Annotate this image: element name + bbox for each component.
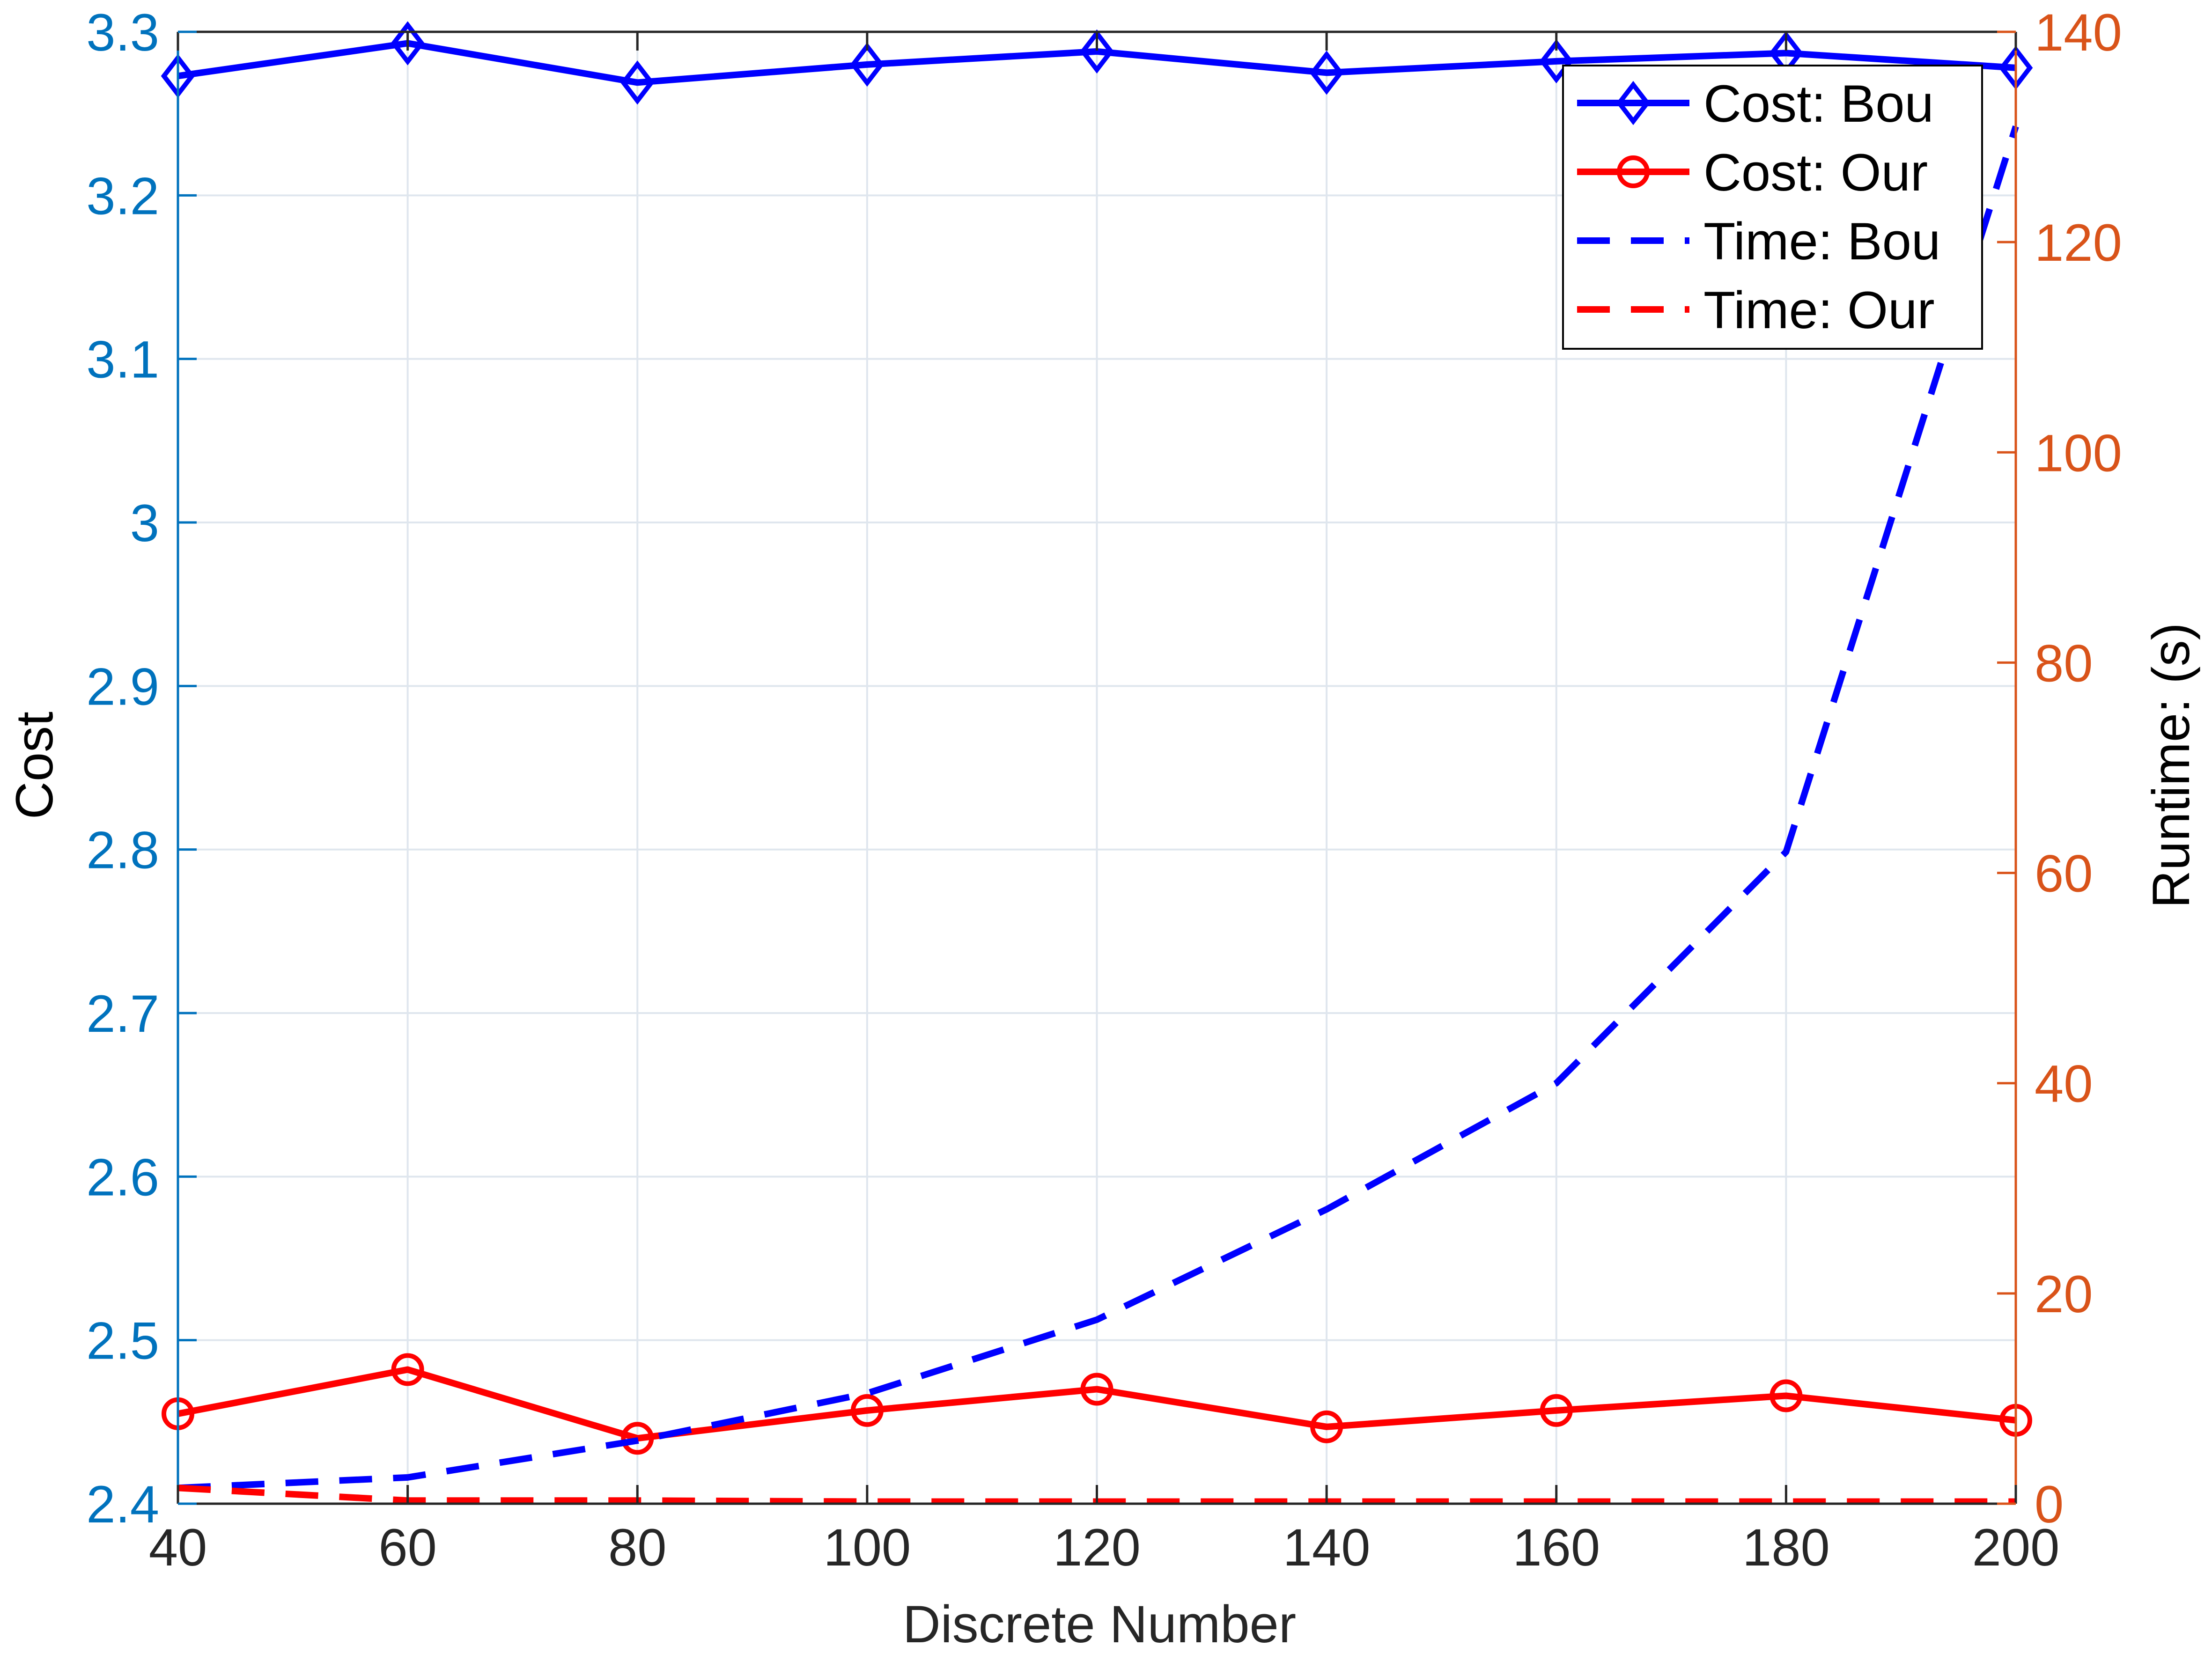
- y-left-tick-label: 3: [130, 494, 159, 552]
- series-line-2: [177, 1366, 2016, 1442]
- x-tick-label: 180: [1742, 1518, 1830, 1577]
- legend-label-3: Time: Bou: [1703, 212, 1940, 271]
- data-point-2: [1540, 1394, 1573, 1427]
- x-tick-label: 200: [1972, 1518, 2060, 1577]
- y-right-tick-label: 120: [2035, 213, 2122, 272]
- x-tick-label: 120: [1053, 1518, 1141, 1577]
- legend-marker-2: [1617, 155, 1650, 188]
- y-left-tick-label: 2.4: [86, 1475, 159, 1534]
- y-right-tick-label: 0: [2035, 1475, 2064, 1534]
- y-axis-right-label: Runtime: (s): [2142, 623, 2200, 908]
- legend-marker-1: [1616, 81, 1651, 125]
- series-line-1: [177, 40, 2016, 86]
- y-right-tick-label: 140: [2035, 3, 2122, 62]
- y-right-tick-label: 40: [2035, 1055, 2093, 1113]
- x-tick-label: 100: [823, 1518, 911, 1577]
- data-point-1: [391, 21, 425, 66]
- axis-labels: Discrete Number Cost Runtime: (s): [5, 623, 2200, 1654]
- data-point-1: [850, 42, 885, 87]
- data-point-2: [1310, 1410, 1343, 1443]
- y-axis-left-label: Cost: [5, 712, 64, 819]
- legend: Cost: Bou Cost: Our Time: Bou Time: Our: [1562, 65, 1983, 350]
- x-tick-label: 60: [378, 1518, 437, 1577]
- y-left-tick-label: 3.3: [86, 3, 159, 62]
- legend-label-2: Cost: Our: [1703, 143, 1928, 202]
- data-point-2: [1080, 1373, 1113, 1406]
- x-tick-label: 80: [608, 1518, 667, 1577]
- data-point-2: [621, 1422, 654, 1455]
- data-point-2: [391, 1353, 424, 1386]
- y-left-tick-label: 2.6: [86, 1148, 159, 1206]
- legend-box: [1562, 65, 1983, 350]
- x-tick-label: 140: [1283, 1518, 1371, 1577]
- legend-label-1: Cost: Bou: [1703, 74, 1934, 133]
- y-left-tick-label: 2.9: [86, 657, 159, 716]
- axes: 40 60 80 100 120 140 160 180 2002.42.52.62.72.82…: [86, 3, 2122, 1577]
- y-right-tick-label: 100: [2035, 424, 2122, 482]
- x-tick-label: 40: [149, 1518, 207, 1577]
- x-tick-label: 160: [1512, 1518, 1600, 1577]
- y-right-tick-label: 60: [2035, 845, 2093, 903]
- y-left-tick-label: 2.7: [86, 985, 159, 1043]
- y-right-tick-label: 80: [2035, 634, 2093, 692]
- y-left-tick-label: 2.8: [86, 821, 159, 880]
- data-point-2: [850, 1394, 884, 1427]
- y-right-tick-label: 20: [2035, 1265, 2093, 1323]
- data-point-1: [1539, 39, 1574, 84]
- y-left-tick-label: 3.1: [86, 331, 159, 389]
- data-point-2: [1770, 1379, 1803, 1412]
- y-left-tick-label: 2.5: [86, 1312, 159, 1370]
- series-line-3: [177, 125, 2019, 1492]
- x-axis-label: Discrete Number: [903, 1595, 1296, 1654]
- data-point-1: [1080, 29, 1114, 74]
- data-point-1: [620, 60, 655, 105]
- y-left-tick-label: 3.2: [86, 167, 159, 225]
- legend-label-4: Time: Our: [1703, 281, 1935, 339]
- data-point-1: [1309, 51, 1344, 95]
